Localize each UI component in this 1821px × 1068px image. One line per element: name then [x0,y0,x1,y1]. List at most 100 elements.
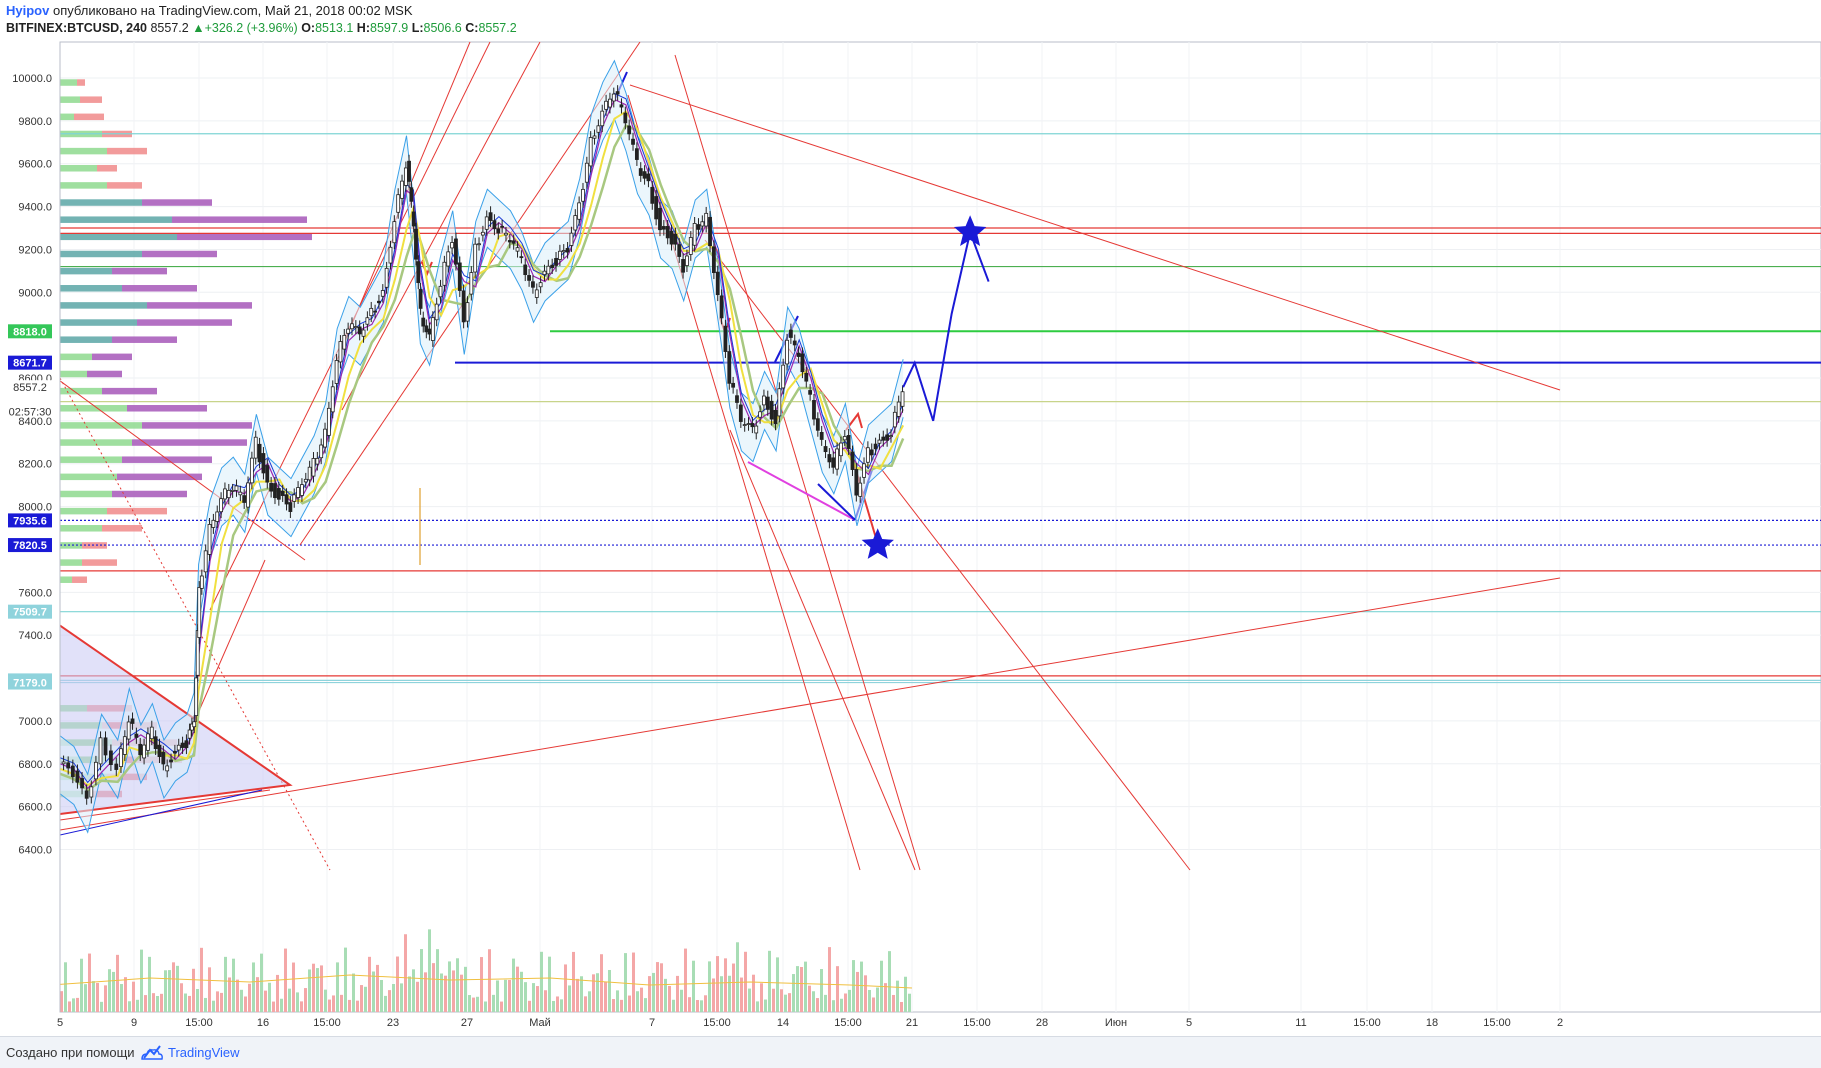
volume-bar [84,984,87,1012]
price-tick-label: 7600.0 [18,587,52,599]
volume-bar [384,995,387,1012]
candle-body [149,726,154,740]
candle-body [161,751,166,765]
price-tag[interactable] [8,604,52,619]
volume-bar [80,958,83,1012]
candle-body [865,447,870,463]
candle-body [704,212,709,227]
volume-bar [372,971,375,1012]
tradingview-brand-link[interactable]: TradingView [168,1045,240,1060]
candle-body [850,451,855,470]
price-tag[interactable] [8,538,52,553]
volume-bar [680,989,683,1012]
trend-line[interactable] [629,84,1561,391]
volume-bar [756,1001,759,1012]
projection-path[interactable] [861,215,990,559]
price-chart[interactable]: 10000.09800.09600.09400.09200.09000.0860… [0,0,1821,1036]
volume-bar [288,988,291,1012]
trend-line[interactable] [60,789,271,821]
candle-body [557,250,562,260]
candle-body [565,248,570,253]
volume-bar [668,985,671,1012]
candle-body [862,463,866,478]
triangle-base-line[interactable] [60,789,263,836]
price-tag[interactable] [8,675,52,690]
candle-body [146,733,150,751]
divergence-line[interactable] [747,461,856,521]
author-link[interactable]: Hyipov [6,3,50,18]
candle-body [253,436,258,459]
volume-bar [208,967,211,1012]
candle-body [461,290,466,323]
trend-line[interactable] [194,559,266,721]
volume-bar [540,951,543,1012]
volume-bar [60,991,63,1012]
tradingview-cloud-icon[interactable] [140,1042,164,1065]
candle-body [692,223,697,246]
profile-up-bar [60,96,80,103]
candle-body [257,443,262,463]
price-tag-label: 8671.7 [13,358,47,370]
volume-bar [552,1000,555,1012]
target-star-icon[interactable] [861,528,894,559]
profile-down-bar [92,353,132,361]
bollinger-upper [60,59,904,776]
price-tag-label: 8818.0 [13,326,47,338]
time-tick-label: 9 [131,1017,137,1029]
time-axis[interactable]: 5 9 15:00 16 15:00 23 27 Май 7 15:00 14 15:00 21 15:0… [57,1017,1563,1029]
trend-line[interactable] [674,54,921,871]
candle-body [450,242,454,249]
volume-bar [240,989,243,1012]
candle-body [434,303,439,321]
volume-bar [788,993,791,1012]
volume-bar [692,960,695,1012]
candle-body [661,226,666,230]
profile-down-bar [132,439,247,446]
candle-body [380,290,385,297]
price-tag[interactable] [8,513,52,528]
volume-bar [504,979,507,1012]
profile-down-bar [147,302,252,309]
volume-bar [660,963,663,1012]
volume-bar [596,973,599,1012]
price-tag[interactable] [8,355,52,370]
time-tick-label: 14 [777,1017,789,1029]
target-star-icon[interactable] [954,215,987,246]
candle-body [192,721,197,728]
profile-up-bar [60,490,112,498]
price-tick-label: 8200.0 [18,459,52,471]
plot-area[interactable] [59,41,1821,1013]
volume-bar [148,956,151,1012]
candle-body [411,211,416,227]
candle-body [377,300,381,304]
price-axis[interactable]: 10000.09800.09600.09400.09200.09000.0860… [8,42,61,1012]
candle-body [839,442,843,457]
profile-up-bar [60,576,72,583]
candle-body [407,160,411,182]
profile-up-bar [60,422,142,429]
price-tag[interactable] [8,324,52,339]
candle-body [777,388,782,417]
up-arrow-icon[interactable] [845,411,863,431]
volume-bar [220,992,223,1012]
trend-line[interactable] [52,375,306,561]
trend-line[interactable] [60,577,1561,831]
volume-bar [336,962,339,1012]
volume-bar [64,962,67,1012]
trend-line[interactable] [341,42,541,411]
candle-body [172,750,177,754]
candle-body [465,302,470,322]
candle-body [496,228,501,234]
volume-bar [424,972,427,1012]
swing-line[interactable] [817,483,856,521]
profile-up-bar [60,79,77,86]
candle-body [889,435,893,438]
candle-body [846,435,851,449]
volume-bar [872,997,875,1012]
time-tick-label: 7 [649,1017,655,1029]
volume-bar [312,963,315,1012]
trend-line[interactable] [729,429,916,871]
candle-body [184,740,189,749]
dotted-trend-line[interactable] [60,377,331,871]
horizontal-levels[interactable] [60,133,1821,684]
